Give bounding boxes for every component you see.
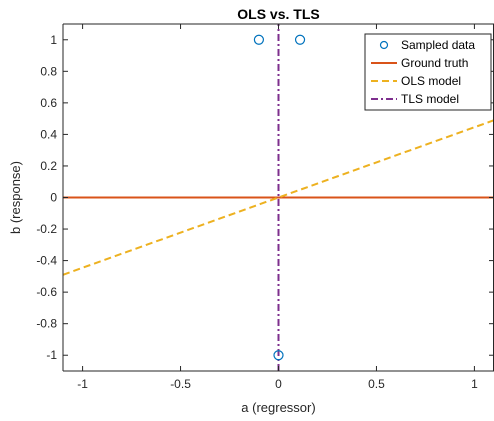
x-tick-label: 1 — [471, 377, 478, 391]
x-tick-label: -1 — [77, 377, 88, 391]
legend-swatch — [379, 40, 389, 50]
y-tick-label: -0.4 — [36, 254, 57, 268]
legend-box — [364, 33, 492, 111]
data-point-0-2 — [273, 350, 284, 361]
y-tick-label: 0.6 — [40, 96, 57, 110]
y-tick-label: -0.8 — [36, 317, 57, 331]
y-axis-label: b (response) — [8, 161, 23, 234]
x-tick-label: 0.5 — [368, 377, 385, 391]
legend-label: TLS model — [401, 92, 459, 106]
x-tick-label: -0.5 — [170, 377, 191, 391]
data-point-0-1 — [294, 34, 306, 45]
y-tick-label: 0.2 — [40, 159, 57, 173]
chart-title: OLS vs. TLS — [237, 6, 319, 22]
y-tick-label: 0 — [50, 191, 57, 205]
y-tick-label: -0.2 — [36, 222, 57, 236]
legend-label: Ground truth — [401, 56, 468, 70]
y-tick-label: -0.6 — [36, 285, 57, 299]
y-tick-label: 1 — [50, 33, 57, 47]
data-point-0-0 — [253, 34, 265, 45]
legend-label: OLS model — [401, 74, 461, 88]
y-tick-label: 0.8 — [40, 64, 57, 78]
x-axis-label: a (regressor) — [241, 400, 315, 415]
y-tick-label: -1 — [46, 348, 57, 362]
legend-label: Sampled data — [401, 38, 475, 52]
x-tick-label: 0 — [275, 377, 282, 391]
y-tick-label: 0.4 — [40, 127, 57, 141]
